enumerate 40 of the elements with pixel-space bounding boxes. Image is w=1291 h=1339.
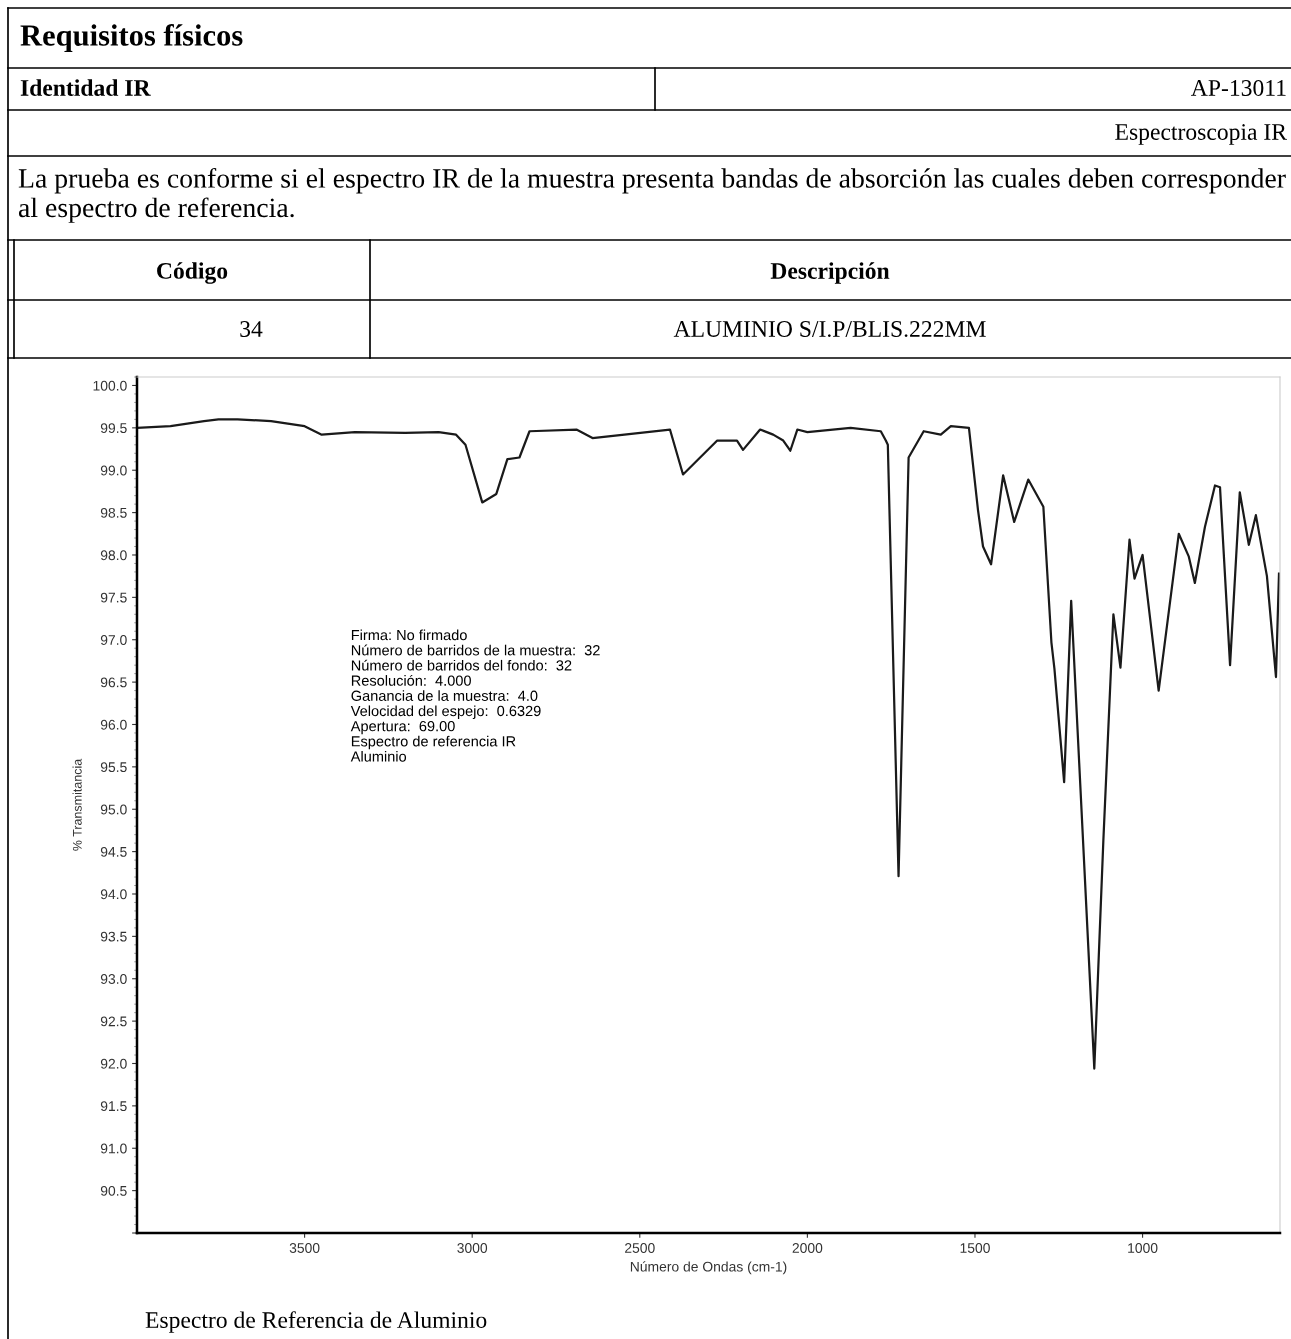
y-tick-label: 92.0 <box>100 1058 127 1069</box>
y-tick-label: 97.5 <box>100 592 127 603</box>
x-tick-label: 1500 <box>960 1243 990 1253</box>
text: Espectro de Referencia de Aluminio <box>145 1311 487 1333</box>
y-tick-label: 98.0 <box>100 550 127 561</box>
y-tick-label: 97.0 <box>100 635 127 645</box>
y-tick-label: 96.0 <box>100 719 127 730</box>
text: Descripción <box>770 262 890 284</box>
y-tick-label: 91.5 <box>100 1101 127 1112</box>
y-tick-label: 95.5 <box>100 762 127 773</box>
text: Firma: No firmado Número de barridos de la muestra: 32 Número de barridos del fondo: 32 Resolución: 4.000 Ganancia de la muestra: 4.0 Velocidad del espejo: 0.6329 Apertura: 69.00 Espectro de referencia IR Aluminio <box>350 629 600 762</box>
y-tick-label: 93.0 <box>100 974 127 984</box>
text: AP-13011 <box>1191 79 1286 96</box>
chart-title: Requisitos físicos <box>20 23 243 53</box>
y-axis-title: % Transmitancia <box>72 758 82 851</box>
text: Identidad IR <box>20 79 151 96</box>
y-tick-label: 94.5 <box>100 846 127 857</box>
x-tick-label: 3500 <box>289 1243 320 1253</box>
y-tick-label: 98.5 <box>100 507 127 518</box>
y-tick-label: 96.5 <box>100 677 127 688</box>
y-tick-label: 90.5 <box>100 1185 127 1196</box>
y-tick-label: 95.0 <box>100 804 127 815</box>
y-tick-label: 99.5 <box>100 423 127 434</box>
text: Código <box>157 262 228 284</box>
text: ALUMINIO S/I.P/BLIS.222MM <box>673 321 986 338</box>
x-axis-title: Número de Ondas (cm-1) <box>630 1261 787 1275</box>
x-tick-label: 3000 <box>457 1243 488 1253</box>
x-tick-label: 1000 <box>1128 1243 1158 1253</box>
y-tick-label: 99.0 <box>100 465 127 476</box>
y-tick-label: 94.0 <box>100 889 127 900</box>
text: La prueba es conforme si el espectro IR de la muestra presenta bandas de absorción las cuales deben corresponder al espectro de referencia. <box>18 168 1286 223</box>
y-tick-label: 93.5 <box>100 931 127 942</box>
y-tick-label: 100.0 <box>93 380 127 391</box>
x-tick-label: 2000 <box>792 1243 823 1253</box>
y-tick-label: 91.0 <box>100 1143 127 1154</box>
y-tick-label: 92.5 <box>100 1016 127 1027</box>
line-series <box>137 418 1280 1070</box>
text: 34 <box>240 321 263 337</box>
text: Espectroscopia IR <box>1115 124 1287 145</box>
x-tick-label: 2500 <box>625 1243 655 1253</box>
